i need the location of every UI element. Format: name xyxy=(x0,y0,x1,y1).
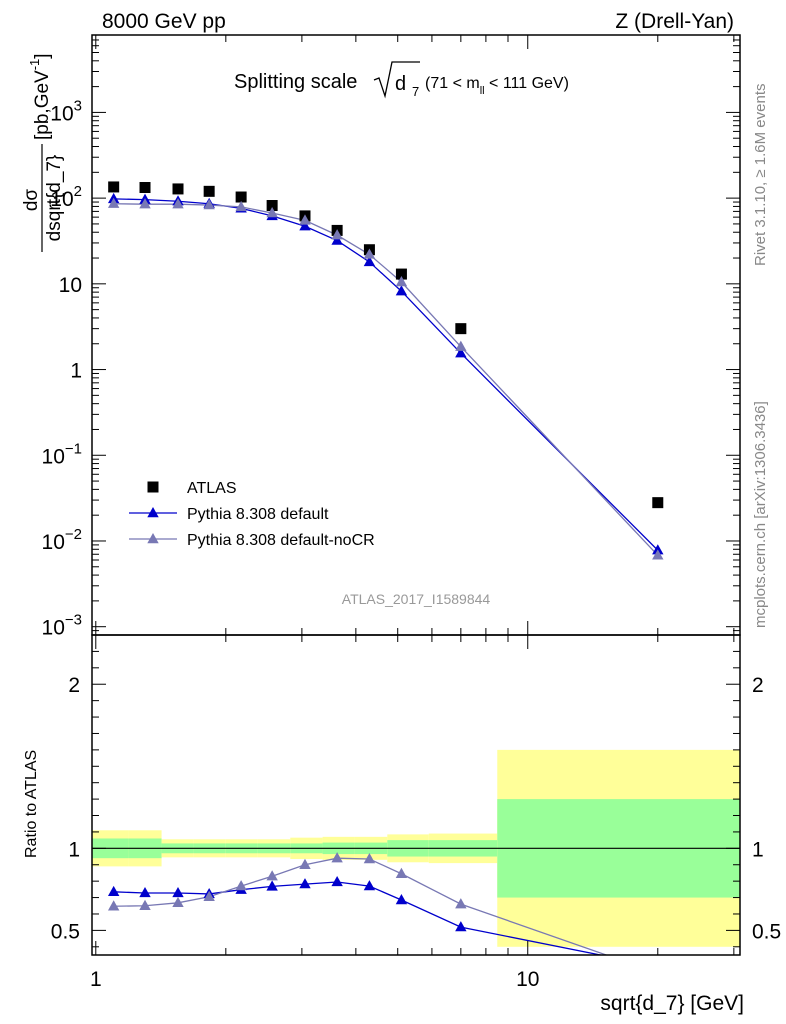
y-tick-label-top: 102 xyxy=(50,183,82,211)
pythia-default-nocr-point xyxy=(299,214,311,225)
mcplots-label: mcplots.cern.ch [arXiv:1306.3436] xyxy=(752,401,769,628)
y-label-unit: [pb,GeV-1] xyxy=(27,53,53,140)
atlas-data-point xyxy=(652,497,664,509)
pythia-default-ratio-point xyxy=(172,886,184,898)
pythia-default-ratio-point xyxy=(139,886,151,898)
pythia-default-nocr-point xyxy=(235,200,247,212)
pythia-default-point xyxy=(331,234,343,245)
atlas-data-point xyxy=(172,183,184,195)
title-range: (71 < mll < 111 GeV) xyxy=(425,75,569,97)
pythia-default-ratio-point xyxy=(266,880,278,891)
plot-frames xyxy=(91,34,741,956)
atlas-data-point xyxy=(235,191,247,203)
axis-ticks xyxy=(92,34,740,955)
pythia-default-nocr-point xyxy=(395,276,408,287)
pythia-default-nocr-point xyxy=(139,198,151,209)
y-label-numerator: dσ xyxy=(21,189,42,212)
pythia-default-nocr-ratio-point xyxy=(331,852,343,863)
pythia-default-nocr-ratio-point xyxy=(203,890,215,901)
header-left: 8000 GeV pp xyxy=(102,10,226,33)
y-tick-label-ratio: 2 xyxy=(68,674,80,697)
pythia-default-ratio-point xyxy=(455,921,467,932)
analysis-id: ATLAS_2017_I1589844 xyxy=(342,591,491,607)
pythia-default-point xyxy=(299,220,311,231)
pythia-default-nocr-point xyxy=(363,248,376,259)
pythia-default-ratio-line xyxy=(113,881,604,955)
legend-entry-label: Pythia 8.308 default-noCR xyxy=(187,532,375,549)
pythia-default-nocr-ratio-point xyxy=(172,896,184,908)
pythia-default-point xyxy=(395,285,408,296)
y-label-denominator: dsqrt{d_7} xyxy=(44,155,65,242)
pythia-default-nocr-ratio-point xyxy=(299,858,311,869)
y-tick-label-top: 10−1 xyxy=(42,440,82,468)
x-axis-label: sqrt{d_7} [GeV] xyxy=(600,992,744,1015)
y-tick-label-ratio-right: 2 xyxy=(752,674,764,697)
legend: ATLAS Pythia 8.308 default Pythia 8.308 de… xyxy=(129,480,375,549)
atlas-data-point xyxy=(395,268,407,280)
y-tick-label-ratio-right: 1 xyxy=(752,838,764,861)
legend-marker-triangle xyxy=(147,533,159,544)
y-tick-label-top: 1 xyxy=(70,360,82,383)
ratio-plot-frame xyxy=(91,634,741,956)
pythia-default-point xyxy=(363,255,376,267)
pythia-default-nocr-ratio-point xyxy=(139,899,151,910)
pythia-default-nocr-point xyxy=(652,549,664,560)
pythia-default-nocr-ratio-point xyxy=(107,900,120,911)
legend-marker-atlas xyxy=(147,481,159,493)
y-tick-label-ratio: 1 xyxy=(68,838,80,861)
ratio-axis-label: Ratio to ATLAS xyxy=(23,749,40,858)
y-tick-label-ratio-right: 0.5 xyxy=(752,920,781,943)
atlas-data-point xyxy=(108,181,120,193)
y-tick-label-ratio: 0.5 xyxy=(51,920,80,943)
tick-labels: 1 10 10−3 10−2 10−1 1 10 102 103 0.5 0.5 1 1 2 2 xyxy=(42,97,782,991)
pythia-default-ratio-point xyxy=(299,878,311,889)
x-tick-label: 10 xyxy=(516,968,539,991)
pythia-default-line xyxy=(113,198,659,551)
sqrt-symbol xyxy=(373,61,420,99)
pythia-default-nocr-ratio-point xyxy=(235,880,247,891)
pythia-default-nocr-point xyxy=(331,229,343,240)
series-markers xyxy=(107,181,664,932)
pythia-default-nocr-point xyxy=(107,197,120,208)
pythia-default-point xyxy=(455,347,467,358)
pythia-default-nocr-point xyxy=(266,207,278,218)
title-variable-subscript: 7 xyxy=(412,84,419,99)
y-tick-label-top: 10−2 xyxy=(42,526,82,554)
x-tick-label: 1 xyxy=(90,968,102,991)
atlas-data-point xyxy=(139,182,151,194)
atlas-data-point xyxy=(266,200,278,212)
rivet-version-label: Rivet 3.1.10, ≥ 1.6M events xyxy=(752,83,769,267)
plot-title: Splitting scale xyxy=(234,71,357,93)
y-axis-label-top: dσ dsqrt{d_7} [pb,GeV-1] xyxy=(21,53,65,252)
pythia-default-nocr-ratio-point xyxy=(395,867,408,878)
pythia-default-nocr-line xyxy=(113,203,659,556)
pythia-default-ratio-point xyxy=(395,894,408,905)
title-variable: d xyxy=(395,73,406,95)
pythia-default-nocr-ratio-line xyxy=(113,857,609,955)
legend-marker-triangle xyxy=(147,507,159,518)
pythia-default-ratio-point xyxy=(363,880,376,891)
pythia-default-ratio-point xyxy=(107,885,120,897)
legend-entry-label: ATLAS xyxy=(187,480,237,497)
pythia-default-ratio-point xyxy=(331,875,343,887)
series-lines xyxy=(92,198,740,955)
legend-entry-label: Pythia 8.308 default xyxy=(187,506,329,523)
pythia-default-nocr-ratio-point xyxy=(455,898,467,909)
pythia-default-nocr-ratio-point xyxy=(363,853,376,864)
pythia-default-point xyxy=(652,544,664,555)
pythia-default-nocr-point xyxy=(203,199,215,210)
y-tick-label-top: 10−3 xyxy=(42,612,82,640)
pythia-default-nocr-point xyxy=(455,340,467,351)
pythia-default-nocr-point xyxy=(172,198,184,209)
titles: Splitting scale d 7 (71 < mll < 111 GeV) ATL… xyxy=(21,53,744,1015)
y-tick-label-top: 103 xyxy=(50,97,82,125)
atlas-data-point xyxy=(455,323,467,335)
atlas-data-point xyxy=(203,185,215,197)
y-tick-label-top: 10 xyxy=(59,274,82,297)
header-right: Z (Drell-Yan) xyxy=(615,10,734,33)
pythia-default-nocr-ratio-point xyxy=(266,870,278,881)
